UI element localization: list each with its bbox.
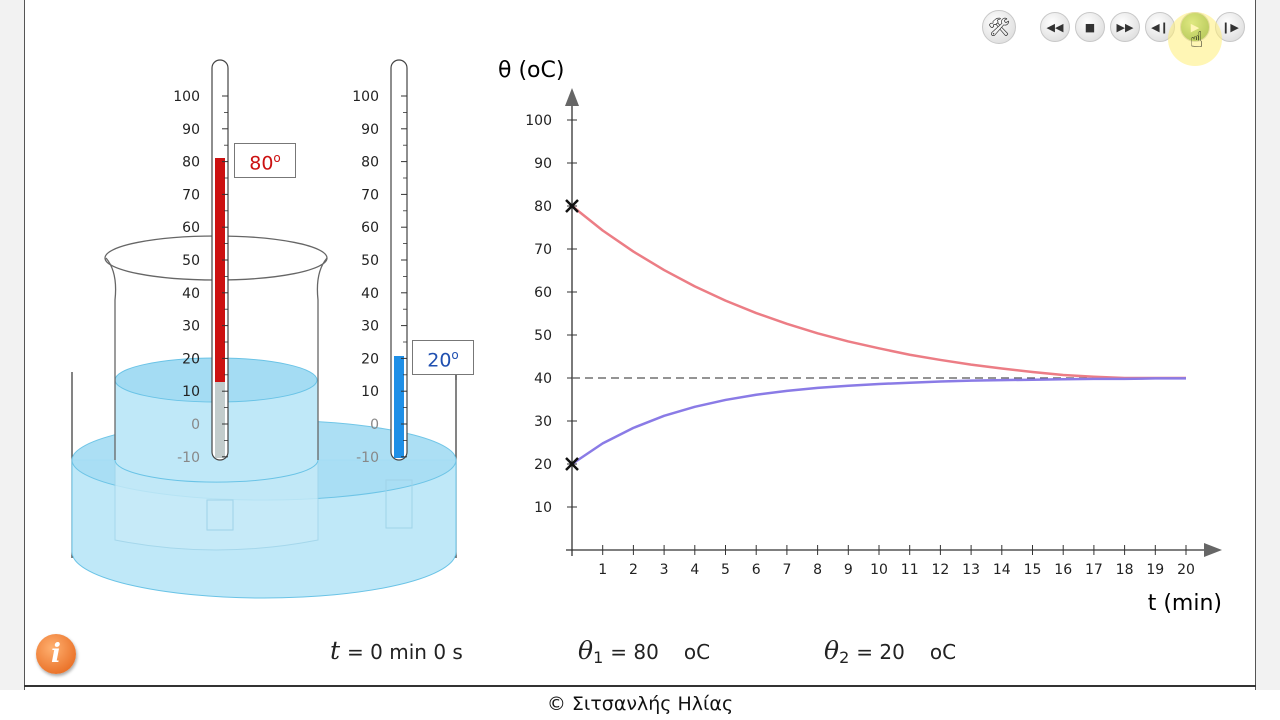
- theta1-subscript: 1: [593, 648, 604, 667]
- theta1-value: = 80: [610, 640, 659, 664]
- y-axis-arrow-icon: [565, 88, 579, 106]
- footer-copyright: © Σιτσανλής Ηλίας: [546, 693, 734, 715]
- y-tick-label: 10: [534, 500, 552, 516]
- theta1-readout: θ1 = 80 oC: [578, 634, 710, 675]
- thermometer-2-value: 20: [427, 349, 452, 372]
- thermometer-1-tick-label: 100: [173, 89, 200, 105]
- thermometer-1-tick-label: 70: [182, 187, 200, 203]
- thermometer-1-tick-label: 60: [182, 220, 200, 236]
- x-tick-label: 13: [962, 562, 980, 578]
- thermometer-2-label: 20o: [412, 340, 474, 376]
- left-frame: [0, 0, 25, 690]
- theta1-symbol: θ: [578, 636, 594, 665]
- fast-forward-icon[interactable]: ▶▶: [1110, 12, 1140, 42]
- x-tick-label: 15: [1024, 562, 1042, 578]
- x-tick-label: 14: [993, 562, 1011, 578]
- x-tick-label: 20: [1177, 562, 1195, 578]
- thermometer-1-tick-label: 40: [182, 286, 200, 302]
- theta2-subscript: 2: [839, 648, 850, 667]
- thermometer-1-tick-label: 10: [182, 384, 200, 400]
- time-value: = 0 min 0 s: [347, 640, 463, 664]
- thermometer-2-tick-label: -10: [356, 450, 379, 466]
- theta2-value: = 20: [856, 640, 905, 664]
- cursor-highlight: [1168, 12, 1222, 66]
- time-readout: t = 0 min 0 s: [330, 634, 463, 670]
- thermometer-2-tick-label: 70: [361, 187, 379, 203]
- thermometer-1-tick-label: 0: [191, 417, 200, 433]
- x-tick-label: 8: [813, 562, 822, 578]
- y-tick-label: 40: [534, 371, 552, 387]
- thermometer-1-tick-label: 20: [182, 351, 200, 367]
- thermometer-2-tick-label: 20: [361, 351, 379, 367]
- y-tick-label: 90: [534, 156, 552, 172]
- right-frame: [1255, 0, 1280, 690]
- thermometer-2-tick-label: 90: [361, 122, 379, 138]
- y-tick-label: 50: [534, 328, 552, 344]
- x-tick-label: 5: [721, 562, 730, 578]
- start-marker-1: [565, 199, 579, 213]
- x-tick-label: 11: [901, 562, 919, 578]
- series-line-1: [571, 205, 1186, 380]
- theta2-unit: oC: [929, 640, 957, 664]
- thermometer-2-tick-label: 10: [361, 384, 379, 400]
- x-tick-label: 16: [1054, 562, 1072, 578]
- x-tick-label: 3: [660, 562, 669, 578]
- x-tick-label: 7: [782, 562, 791, 578]
- thermometer-2-tick-label: 60: [361, 220, 379, 236]
- x-tick-label: 2: [629, 562, 638, 578]
- thermometer-2-tick-label: 0: [370, 417, 379, 433]
- thermometer-2-unit: o: [451, 348, 459, 362]
- stop-icon[interactable]: ■: [1075, 12, 1105, 42]
- x-tick-label: 17: [1085, 562, 1103, 578]
- x-tick-label: 18: [1116, 562, 1134, 578]
- start-marker-2: [565, 457, 579, 471]
- y-tick-label: 100: [525, 113, 552, 129]
- x-tick-label: 1: [598, 562, 607, 578]
- y-tick-label: 20: [534, 457, 552, 473]
- thermometer-1-tick-label: 90: [182, 122, 200, 138]
- thermometer-2-tick-label: 30: [361, 319, 379, 335]
- y-tick-label: 70: [534, 242, 552, 258]
- x-tick-label: 10: [870, 562, 888, 578]
- x-tick-label: 12: [931, 562, 949, 578]
- x-axis-label: t (min): [1148, 591, 1222, 616]
- x-tick-label: 19: [1146, 562, 1164, 578]
- footer-divider: [24, 685, 1256, 687]
- thermometer-2-tick-label: 50: [361, 253, 379, 269]
- thermometer-1-unit: o: [273, 151, 281, 165]
- thermometer-1-value: 80: [249, 152, 274, 175]
- y-tick-label: 60: [534, 285, 552, 301]
- info-button[interactable]: i: [36, 634, 76, 674]
- thermometer-1-tick-label: 30: [182, 319, 200, 335]
- x-tick-label: 9: [844, 562, 853, 578]
- tools-icon[interactable]: 🛠: [982, 10, 1016, 44]
- thermometer-2-tick-label: 80: [361, 155, 379, 171]
- hand-cursor-icon: ☝: [1190, 28, 1204, 53]
- theta1-unit: oC: [683, 640, 711, 664]
- thermometer-1-tick-label: -10: [177, 450, 200, 466]
- time-symbol: t: [330, 636, 341, 665]
- theta2-readout: θ2 = 20 oC: [824, 634, 956, 675]
- y-tick-label: 80: [534, 199, 552, 215]
- series-line-2: [571, 377, 1186, 466]
- thermometer-1-label: 80o: [234, 143, 296, 179]
- x-tick-label: 4: [690, 562, 699, 578]
- x-axis-arrow-icon: [1204, 543, 1222, 557]
- thermometer-2-tick-label: 40: [361, 286, 379, 302]
- thermometer-2-tick-label: 100: [352, 89, 379, 105]
- thermometer-1-tick-label: 50: [182, 253, 200, 269]
- rewind-icon[interactable]: ◀◀: [1040, 12, 1070, 42]
- theta2-symbol: θ: [824, 636, 840, 665]
- y-tick-label: 30: [534, 414, 552, 430]
- y-axis-label: θ (oC): [498, 58, 564, 83]
- x-tick-label: 6: [752, 562, 761, 578]
- thermometer-1-tick-label: 80: [182, 155, 200, 171]
